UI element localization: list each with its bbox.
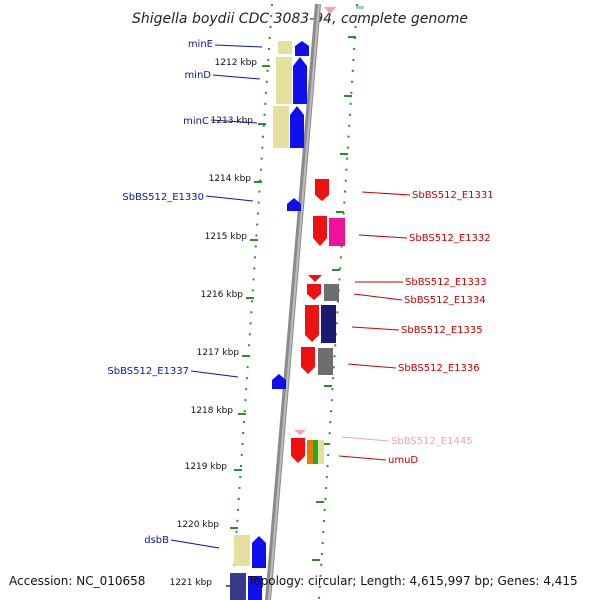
gene-dsbB[interactable] (234, 535, 266, 568)
gene-SbBS512_E1332[interactable] (313, 216, 345, 246)
leader-lines-reverse (338, 191, 411, 461)
tick-track-right (318, 3, 358, 600)
gene-umuD[interactable] (291, 438, 324, 464)
gene-SbBS512_E1336[interactable] (301, 347, 333, 375)
gene-SbBS512_E1337[interactable] (272, 374, 286, 389)
map-title: Shigella boydii CDC 3083-94, complete ge… (132, 11, 468, 27)
gene-SbBS512_E1445[interactable] (294, 430, 306, 435)
gene-label-SbBS512_E1330[interactable]: SbBS512_E1330 (122, 192, 204, 203)
gene-label-SbBS512_E1333[interactable]: SbBS512_E1333 (405, 277, 487, 288)
kbp-label-1214: 1214 kbp (209, 174, 252, 184)
genome-summary-text: Topology: circular; Length: 4,615,997 bp… (248, 574, 578, 588)
gene-SbBS512_E1330[interactable] (287, 198, 301, 211)
kbp-label-1217: 1217 kbp (197, 348, 240, 358)
gene-label-SbBS512_E1336[interactable]: SbBS512_E1336 (398, 363, 480, 374)
gene-label-SbBS512_E1331[interactable]: SbBS512_E1331 (412, 190, 494, 201)
tick-track-left (231, 3, 273, 600)
kbp-label-1221: 1221 kbp (170, 578, 213, 588)
kbp-label-1216: 1216 kbp (201, 290, 244, 300)
gene-label-umuD[interactable]: umuD (388, 455, 418, 466)
gene-SbBS512_E1334[interactable] (307, 284, 339, 301)
gene-SbBS512_E1335[interactable] (305, 305, 336, 343)
gene-minC[interactable] (273, 106, 304, 148)
leader-lines-forward (170, 44, 263, 549)
gene-SbBS512_E1331[interactable] (315, 179, 329, 201)
kbp-label-1219: 1219 kbp (185, 462, 228, 472)
kbp-label-1215: 1215 kbp (205, 232, 248, 242)
gene-label-minE[interactable]: minE (188, 39, 213, 50)
gene-label-dsbB[interactable]: dsbB (144, 535, 169, 546)
gene-bottom-partial (230, 573, 262, 600)
kbp-label-1220: 1220 kbp (177, 520, 220, 530)
gene-SbBS512_E1333[interactable] (308, 275, 322, 282)
kbp-label-1218: 1218 kbp (191, 406, 234, 416)
pink-marker (324, 7, 336, 14)
gene-label-SbBS512_E1337[interactable]: SbBS512_E1337 (107, 366, 189, 377)
gene-label-SbBS512_E1334[interactable]: SbBS512_E1334 (404, 295, 486, 306)
gene-label-SbBS512_E1445[interactable]: SbBS512_E1445 (391, 436, 473, 447)
gene-label-minC[interactable]: minC (183, 116, 209, 127)
gene-minE[interactable] (278, 41, 309, 56)
gene-minD[interactable] (276, 57, 307, 104)
gene-label-minD[interactable]: minD (184, 70, 211, 81)
gene-label-SbBS512_E1335[interactable]: SbBS512_E1335 (401, 325, 483, 336)
teal-marker (356, 6, 364, 9)
accession-text: Accession: NC_010658 (9, 574, 146, 588)
genome-backbone (265, 3, 321, 600)
leader-line-pseudo (341, 436, 390, 442)
kbp-label-1212: 1212 kbp (215, 58, 258, 68)
gene-label-SbBS512_E1332[interactable]: SbBS512_E1332 (409, 233, 491, 244)
